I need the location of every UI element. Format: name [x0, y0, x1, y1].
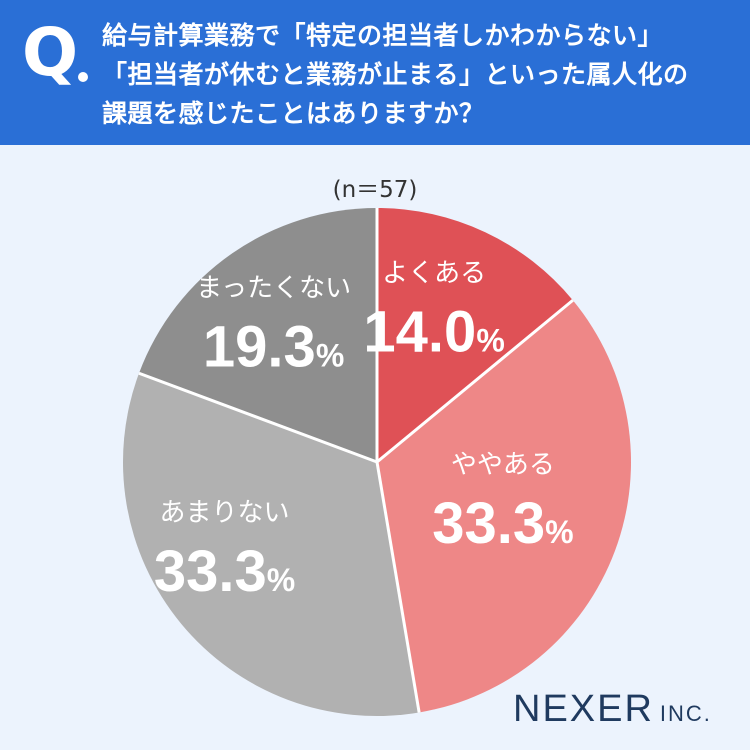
nexer-logo: NEXER INC.: [513, 690, 712, 728]
slice-category-label-1: よくある: [382, 259, 486, 289]
question-line-3: 課題を感じたことはありますか？: [102, 99, 485, 128]
slice-separator-4: [138, 371, 378, 464]
question-header: Q 給与計算業務で「特定の担当者しかわからない」 「担当者が休むと業務が止まる」…: [0, 0, 750, 145]
question-line-2: 「担当者が休むと業務が止まる」といった属人化の: [102, 60, 689, 89]
pie-slice-1: [377, 208, 573, 462]
logo-main: NEXER: [513, 688, 654, 730]
logo-suffix: INC.: [659, 701, 712, 726]
pie-slice-2: [377, 300, 631, 713]
sample-size-label: (n＝57): [332, 177, 418, 203]
slice-percent-sign-3: %: [267, 562, 295, 598]
pie-slice-3: [123, 373, 420, 716]
question-text: 給与計算業務で「特定の担当者しかわからない」 「担当者が休むと業務が止まる」とい…: [102, 16, 732, 133]
slice-category-label-2: ややある: [451, 450, 555, 480]
slice-category-label-3: あまりない: [159, 498, 289, 528]
slice-percent-sign-1: %: [476, 323, 504, 359]
pie-slice-4: [139, 208, 377, 462]
q-mark: Q: [22, 14, 79, 91]
slice-category-label-4: まったくない: [196, 274, 351, 304]
question-line-1: 給与計算業務で「特定の担当者しかわからない」: [102, 21, 664, 50]
slice-separator-3: [375, 461, 421, 713]
q-mark-dot: [78, 72, 88, 82]
slice-separator-2: [376, 299, 574, 464]
slice-percent-sign-2: %: [545, 514, 573, 550]
slice-percent-sign-4: %: [316, 338, 344, 374]
